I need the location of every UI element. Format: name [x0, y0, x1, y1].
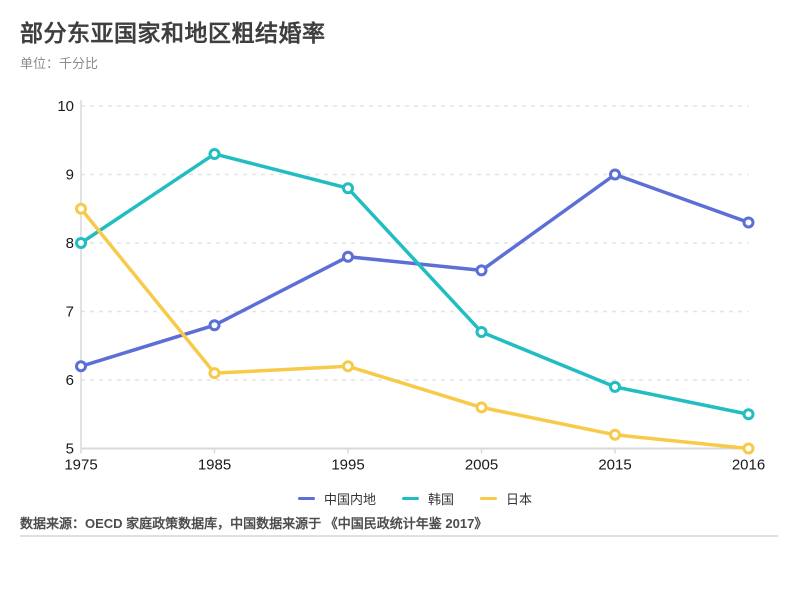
data-point: [208, 147, 221, 160]
x-tick-label: 2015: [598, 457, 631, 474]
data-point: [742, 216, 755, 229]
data-point: [75, 237, 87, 249]
legend-line-marker-japan: [480, 497, 497, 500]
series-markers-韩国: [75, 147, 755, 421]
gridlines: [81, 105, 749, 450]
line-chart: 1975 1985 1995 2005 2015 2016 5 6 7 8 9 10: [57, 98, 765, 474]
chart-legend: 中国内地 韩国 日本: [81, 489, 749, 508]
x-tick-label: 1995: [331, 457, 364, 474]
y-tick-label: 7: [66, 304, 74, 321]
legend-label-japan: 日本: [506, 492, 533, 507]
data-point: [609, 428, 621, 441]
data-point: [609, 168, 621, 181]
series-markers-中国内地: [75, 168, 755, 373]
data-point: [742, 442, 755, 455]
y-axis-labels: 5 6 7 8 9 10: [57, 98, 74, 458]
series-line-日本: [79, 207, 751, 451]
data-point: [208, 319, 221, 332]
data-point: [75, 360, 87, 373]
data-point: [475, 326, 488, 339]
x-tick-label: 2016: [732, 457, 765, 474]
legend-item-china-mainland: 中国内地: [297, 489, 376, 508]
data-point: [342, 250, 354, 263]
x-tick-label: 1985: [198, 457, 231, 474]
y-tick-label: 10: [57, 98, 74, 115]
series-markers-日本: [75, 202, 755, 455]
legend-line-marker-korea: [401, 497, 419, 500]
data-point: [342, 182, 354, 195]
data-source-note: 数据来源：OECD 家庭政策数据库，中国数据来源于 《中国民政统计年鉴 2017…: [20, 516, 488, 531]
x-axis: 1975 1985 1995 2005 2015 2016: [64, 448, 765, 474]
x-tick-label: 1975: [64, 457, 97, 474]
y-tick-label: 8: [66, 235, 74, 252]
legend-label-korea: 韩国: [427, 492, 454, 507]
data-point: [208, 367, 221, 380]
y-tick-label: 5: [66, 441, 74, 458]
chart-title: 部分东亚国家和地区粗结婚率: [20, 20, 326, 46]
series-line-韩国: [79, 152, 751, 416]
data-point: [475, 264, 488, 277]
series-line-中国内地: [79, 172, 751, 369]
y-tick-label: 6: [66, 372, 74, 389]
legend-label-china: 中国内地: [323, 492, 376, 507]
y-tick-label: 9: [66, 167, 74, 184]
legend-line-marker-china: [297, 497, 315, 500]
x-tick-label: 2005: [465, 457, 498, 474]
footer-divider: [20, 535, 778, 537]
chart-unit-subtitle: 单位：千分比: [20, 56, 99, 71]
data-point: [609, 380, 621, 393]
data-point: [475, 401, 488, 414]
legend-item-japan: 日本: [480, 489, 532, 508]
data-point: [342, 360, 354, 373]
data-point: [75, 202, 87, 215]
legend-item-south-korea: 韩国: [401, 489, 454, 508]
data-point: [742, 408, 755, 421]
